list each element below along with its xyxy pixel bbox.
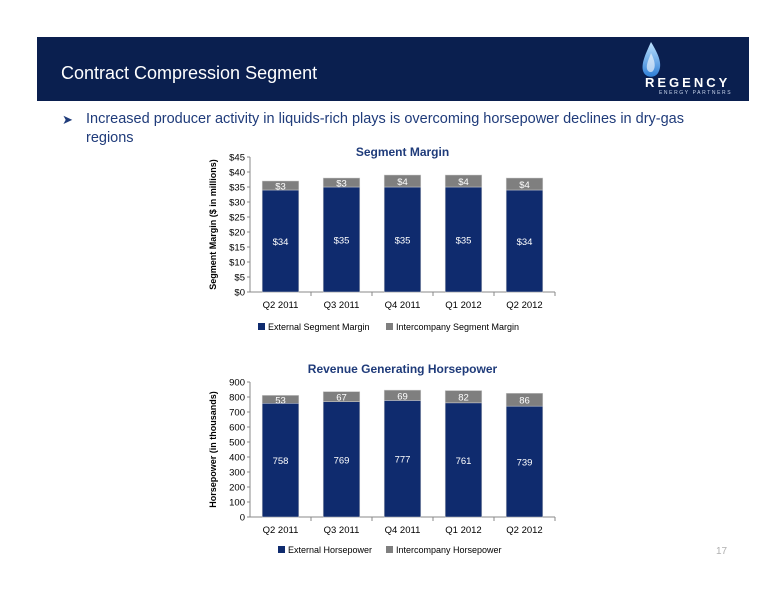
y-tick-label: 800	[229, 393, 245, 404]
x-tick-label: Q4 2011	[385, 300, 421, 311]
data-label: $4	[397, 177, 408, 188]
x-tick-label: Q2 2011	[263, 300, 299, 311]
y-axis-label: Horsepower (in thousands)	[208, 391, 218, 508]
bar-external	[444, 186, 483, 293]
y-tick-label: $35	[229, 183, 245, 194]
y-tick-label: 400	[229, 453, 245, 464]
bar-intercompany	[505, 393, 544, 407]
logo-wordmark: REGENCY	[645, 75, 731, 90]
y-tick-label: 300	[229, 468, 245, 479]
data-label: 777	[395, 455, 411, 466]
data-label: $3	[275, 182, 286, 193]
bar-intercompany	[322, 177, 361, 188]
y-tick-label: 900	[229, 378, 245, 389]
bar-intercompany	[261, 395, 300, 404]
page-number: 17	[716, 546, 728, 557]
bar-external	[383, 400, 422, 518]
x-tick-label: Q4 2011	[385, 525, 421, 536]
bar-intercompany	[383, 174, 422, 188]
data-label: 82	[458, 393, 469, 404]
y-tick-label: $15	[229, 243, 245, 254]
logo-tagline: ENERGY PARTNERS	[659, 90, 733, 96]
bar-external	[444, 402, 483, 518]
title-banner: Contract Compression Segment REGENCY ENE…	[37, 37, 749, 101]
bar-external	[261, 403, 300, 518]
bullet-text: Increased producer activity in liquids-r…	[86, 111, 684, 146]
data-label: 69	[397, 391, 408, 402]
y-axis-label: Segment Margin ($ in millions)	[208, 159, 218, 290]
data-label: $35	[395, 236, 411, 247]
legend-swatch	[258, 323, 265, 330]
data-label: $4	[458, 177, 469, 188]
y-tick-label: $10	[229, 258, 245, 269]
bar-external	[383, 186, 422, 293]
data-label: 67	[336, 393, 347, 404]
bar-external	[261, 189, 300, 293]
data-label: 86	[519, 396, 530, 407]
data-label: $34	[273, 237, 289, 248]
flame-drop-icon	[642, 42, 661, 77]
bar-intercompany	[322, 391, 361, 402]
x-tick-label: Q2 2012	[506, 525, 542, 536]
data-label: $35	[334, 236, 350, 247]
legend-entry: Intercompany Horsepower	[396, 545, 502, 555]
bar-external	[322, 186, 361, 293]
y-tick-label: $20	[229, 228, 245, 239]
y-tick-label: $30	[229, 198, 245, 209]
bar-external	[505, 405, 544, 518]
bar-intercompany	[383, 389, 422, 401]
y-tick-label: $40	[229, 168, 245, 179]
y-tick-label: $0	[234, 288, 245, 299]
data-label: $4	[519, 180, 530, 191]
bar-intercompany	[261, 180, 300, 191]
y-tick-label: 0	[240, 513, 245, 524]
x-tick-label: Q1 2012	[445, 525, 481, 536]
bar-intercompany	[444, 174, 483, 188]
bar-external	[322, 401, 361, 518]
y-tick-label: 600	[229, 423, 245, 434]
legend-swatch	[386, 546, 393, 553]
data-label: 761	[456, 456, 472, 467]
y-tick-label: 100	[229, 498, 245, 509]
chart-title: Revenue Generating Horsepower	[308, 362, 498, 376]
data-label: 758	[273, 456, 289, 467]
x-tick-label: Q3 2011	[324, 300, 360, 311]
x-tick-label: Q1 2012	[445, 300, 481, 311]
y-tick-label: 500	[229, 438, 245, 449]
x-tick-label: Q2 2011	[263, 525, 299, 536]
y-tick-label: 200	[229, 483, 245, 494]
legend-entry: Intercompany Segment Margin	[396, 322, 519, 332]
arrow-bullet-icon: ➤	[62, 112, 73, 127]
data-label: 53	[275, 395, 286, 406]
data-label: $3	[336, 179, 347, 190]
bar-intercompany	[505, 177, 544, 191]
x-tick-label: Q2 2012	[506, 300, 542, 311]
bar-external	[505, 189, 544, 293]
data-label: 739	[517, 458, 533, 469]
y-tick-label: $5	[234, 273, 245, 284]
legend-entry: External Segment Margin	[268, 322, 370, 332]
legend-swatch	[386, 323, 393, 330]
legend-swatch	[278, 546, 285, 553]
x-tick-label: Q3 2011	[324, 525, 360, 536]
y-tick-label: $45	[229, 153, 245, 164]
data-label: $35	[456, 236, 472, 247]
bar-intercompany	[444, 390, 483, 404]
data-label: $34	[517, 237, 533, 248]
slide-title: Contract Compression Segment	[61, 63, 318, 83]
y-tick-label: $25	[229, 213, 245, 224]
y-tick-label: 700	[229, 408, 245, 419]
data-label: 769	[334, 455, 350, 466]
legend-entry: External Horsepower	[288, 545, 372, 555]
regency-logo: REGENCY ENERGY PARTNERS	[629, 39, 739, 99]
